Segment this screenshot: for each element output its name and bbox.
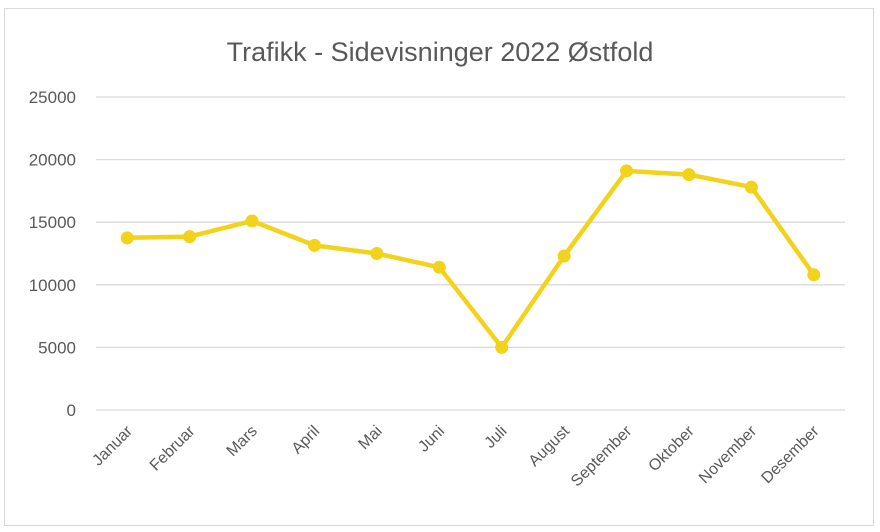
data-point	[183, 230, 197, 244]
y-tick-label: 10000	[29, 276, 76, 295]
y-tick-label: 15000	[29, 213, 76, 232]
data-point	[495, 340, 509, 354]
y-axis-ticks: 0 5000 10000 15000 20000 25000	[29, 88, 76, 420]
data-point	[307, 238, 321, 252]
data-point	[245, 214, 259, 228]
y-tick-label: 20000	[29, 151, 76, 170]
x-axis-ticks: Januar Februar Mars April Mai Juni Juli AugustS…	[89, 422, 823, 490]
x-tick-label: Juli	[482, 423, 511, 452]
x-tick-label: August	[526, 422, 574, 470]
series-line-layer	[127, 168, 816, 350]
x-tick-label: Januar	[89, 422, 136, 469]
data-point	[682, 168, 696, 182]
x-tick-label: Desember	[758, 422, 823, 487]
y-tick-label: 25000	[29, 88, 76, 107]
x-tick-label: Mai	[355, 423, 385, 453]
grid-layer	[96, 96, 845, 411]
data-point	[744, 180, 758, 194]
x-tick-label: November	[696, 422, 761, 487]
x-tick-label: September	[568, 422, 636, 490]
x-tick-label: Oktober	[646, 422, 699, 475]
data-point	[807, 268, 821, 282]
x-tick-label: Februar	[147, 422, 199, 474]
series-points	[120, 164, 821, 354]
x-tick-label: Juni	[415, 423, 448, 456]
x-tick-label: Mars	[224, 423, 261, 460]
x-tick-label: April	[289, 423, 324, 458]
data-point	[120, 231, 134, 245]
data-point	[432, 260, 446, 274]
series-line	[127, 168, 816, 350]
chart-title: Trafikk - Sidevisninger 2022 Østfold	[226, 37, 654, 67]
data-point	[620, 164, 634, 178]
data-point	[370, 247, 384, 260]
y-tick-label: 5000	[38, 338, 76, 357]
data-point	[557, 249, 571, 263]
y-tick-label: 0	[67, 401, 76, 420]
